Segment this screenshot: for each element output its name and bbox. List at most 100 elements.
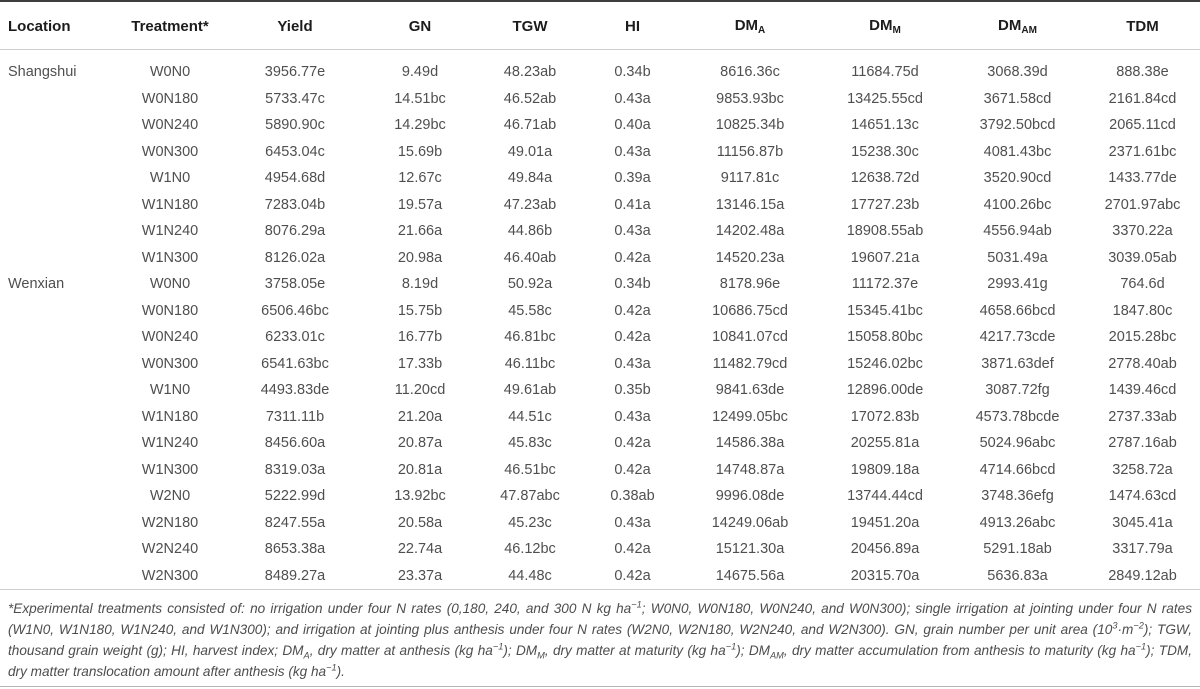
value-cell: 14586.38a bbox=[715, 435, 785, 452]
value-cell: 0.43a bbox=[614, 514, 651, 531]
value-cell: 8489.27a bbox=[264, 567, 326, 584]
value-cell: 15.69b bbox=[397, 143, 443, 160]
value-cell: 45.83c bbox=[508, 435, 552, 452]
footnote-sup: −1 bbox=[631, 599, 642, 610]
value-cell: 3871.63def bbox=[981, 355, 1054, 372]
column-header-dm-m: DMM bbox=[820, 1, 950, 50]
value-cell: 3370.22a bbox=[1112, 223, 1173, 240]
value-cell: 15.75b bbox=[397, 302, 443, 319]
table-row: Wenxian W0N0 3758.05e 8.19d 50.92a 0.34b 8178.… bbox=[0, 271, 1200, 298]
table-row: W2N0 5222.99d 13.92bc 47.87abc 0.38ab 9996.08… bbox=[0, 483, 1200, 510]
value-cell: 8247.55a bbox=[264, 514, 326, 531]
value-cell: 46.40ab bbox=[503, 249, 557, 266]
column-header-gn: GN bbox=[365, 1, 475, 50]
value-cell: 44.86b bbox=[507, 223, 553, 240]
location-cell bbox=[0, 377, 115, 404]
treatment-cell: W0N240 bbox=[141, 117, 199, 134]
location-cell bbox=[0, 430, 115, 457]
value-cell: 14202.48a bbox=[715, 223, 785, 240]
table-row: W2N180 8247.55a 20.58a 45.23c 0.43a 14249.06a… bbox=[0, 510, 1200, 537]
column-header-location: Location bbox=[0, 1, 115, 50]
value-cell: 0.43a bbox=[614, 355, 651, 372]
value-cell: 17072.83b bbox=[850, 408, 920, 425]
value-cell: 13744.44cd bbox=[847, 488, 923, 505]
value-cell: 21.20a bbox=[397, 408, 443, 425]
value-cell: 21.66a bbox=[397, 223, 443, 240]
table-row: W1N180 7283.04b 19.57a 47.23ab 0.41a 13146.15… bbox=[0, 192, 1200, 219]
location-cell bbox=[0, 165, 115, 192]
value-cell: 45.23c bbox=[508, 514, 552, 531]
location-cell bbox=[0, 218, 115, 245]
value-cell: 23.37a bbox=[397, 567, 443, 584]
column-header-hi: HI bbox=[585, 1, 680, 50]
treatment-cell: W0N240 bbox=[141, 329, 199, 346]
value-cell: 0.42a bbox=[614, 541, 651, 558]
location-cell bbox=[0, 510, 115, 537]
treatment-cell: W1N240 bbox=[141, 435, 199, 452]
value-cell: 4573.78bcde bbox=[975, 408, 1060, 425]
location-cell bbox=[0, 351, 115, 378]
value-cell: 12896.00de bbox=[846, 382, 924, 399]
value-cell: 1474.63cd bbox=[1108, 488, 1177, 505]
footnote-sup: −1 bbox=[725, 641, 737, 652]
value-cell: 7283.04b bbox=[264, 196, 326, 213]
value-cell: 14249.06ab bbox=[711, 514, 789, 531]
value-cell: 20456.89a bbox=[850, 541, 920, 558]
value-cell: 0.43a bbox=[614, 223, 651, 240]
header-row: Location Treatment* Yield GN TGW HI DMA DMM DMAM… bbox=[0, 1, 1200, 50]
page-bottom-rule bbox=[0, 686, 1200, 687]
treatment-cell: W1N0 bbox=[149, 382, 191, 399]
value-cell: 20.98a bbox=[397, 249, 443, 266]
value-cell: 3520.90cd bbox=[983, 170, 1052, 187]
treatment-cell: W0N300 bbox=[141, 355, 199, 372]
value-cell: 20.58a bbox=[397, 514, 443, 531]
value-cell: 0.42a bbox=[614, 302, 651, 319]
value-cell: 9117.81c bbox=[720, 170, 780, 187]
value-cell: 5031.49a bbox=[987, 249, 1048, 266]
value-cell: 3068.39d bbox=[987, 64, 1048, 81]
treatment-cell: W1N180 bbox=[141, 196, 199, 213]
value-cell: 3758.05e bbox=[264, 276, 326, 293]
table-row: W0N300 6453.04c 15.69b 49.01a 0.43a 11156.87b… bbox=[0, 139, 1200, 166]
value-cell: 4217.73cde bbox=[979, 329, 1056, 346]
value-cell: 11.20cd bbox=[394, 382, 446, 399]
value-cell: 2737.33ab bbox=[1108, 408, 1177, 425]
value-cell: 48.23ab bbox=[503, 64, 557, 81]
value-cell: 20255.81a bbox=[850, 435, 920, 452]
value-cell: 14675.56a bbox=[715, 567, 785, 584]
value-cell: 9853.93bc bbox=[716, 90, 784, 107]
value-cell: 14.29bc bbox=[394, 117, 446, 134]
column-header-dm-a: DMA bbox=[680, 1, 820, 50]
table-row: W1N180 7311.11b 21.20a 44.51c 0.43a 12499.05b… bbox=[0, 404, 1200, 431]
value-cell: 0.42a bbox=[614, 435, 651, 452]
value-cell: 8653.38a bbox=[264, 541, 326, 558]
column-header-subscript: AM bbox=[1021, 25, 1037, 36]
value-cell: 5733.47c bbox=[265, 90, 325, 107]
value-cell: 13.92bc bbox=[394, 488, 446, 505]
value-cell: 764.6d bbox=[1120, 276, 1165, 293]
value-cell: 46.11bc bbox=[504, 355, 556, 372]
table-header-row: Location Treatment* Yield GN TGW HI DMA DMM DMAM… bbox=[0, 1, 1200, 50]
value-cell: 3045.41a bbox=[1112, 514, 1173, 531]
value-cell: 49.01a bbox=[507, 143, 553, 160]
value-cell: 13425.55cd bbox=[847, 90, 923, 107]
value-cell: 2015.28bc bbox=[1108, 329, 1177, 346]
value-cell: 14748.87a bbox=[715, 461, 785, 478]
value-cell: 888.38e bbox=[1116, 64, 1169, 81]
value-cell: 0.40a bbox=[614, 117, 651, 134]
value-cell: 6506.46bc bbox=[261, 302, 329, 319]
location-cell bbox=[0, 298, 115, 325]
value-cell: 46.51bc bbox=[504, 461, 556, 478]
value-cell: 0.34b bbox=[614, 64, 651, 81]
footnote-sup: −1 bbox=[1135, 641, 1147, 652]
location-cell bbox=[0, 139, 115, 166]
table-row: W2N240 8653.38a 22.74a 46.12bc 0.42a 15121.30… bbox=[0, 536, 1200, 563]
value-cell: 2371.61bc bbox=[1108, 143, 1177, 160]
value-cell: 46.71ab bbox=[503, 117, 557, 134]
value-cell: 22.74a bbox=[397, 541, 443, 558]
value-cell: 1847.80c bbox=[1112, 302, 1173, 319]
value-cell: 12499.05bc bbox=[712, 408, 788, 425]
value-cell: 3792.50bcd bbox=[979, 117, 1056, 134]
value-cell: 2778.40ab bbox=[1108, 355, 1177, 372]
value-cell: 5291.18ab bbox=[983, 541, 1052, 558]
